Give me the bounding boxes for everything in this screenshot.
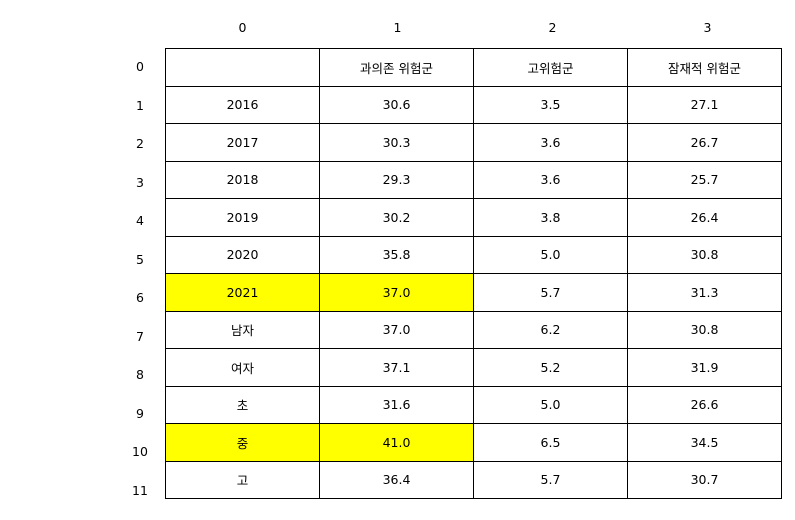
column-header-1: 1: [393, 20, 402, 35]
column-header-0: 0: [238, 20, 247, 35]
table-cell-6-3: 31.3: [627, 273, 782, 312]
table-cell-9-1: 31.6: [319, 385, 474, 424]
table-cell-7-3: 30.8: [627, 310, 782, 349]
table-cell-10-2: 6.5: [473, 423, 628, 462]
table-row: 중 41.0 6.5 34.5: [165, 423, 782, 462]
table-cell-6-0: 2021: [165, 273, 320, 312]
table-cell-11-1: 36.4: [319, 460, 474, 499]
row-header-5: 5: [136, 251, 144, 267]
table-cell-7-0: 남자: [165, 310, 320, 349]
table-cell-8-0: 여자: [165, 348, 320, 387]
table-cell-3-2: 3.6: [473, 160, 628, 199]
table-cell-5-2: 5.0: [473, 235, 628, 274]
table-cell-0-2: 고위험군: [473, 48, 628, 87]
row-header-8: 8: [136, 367, 144, 382]
table-cell-8-1: 37.1: [319, 348, 474, 387]
table-cell-3-3: 25.7: [627, 160, 782, 199]
table-cell-1-2: 3.5: [473, 85, 628, 124]
row-header-1: 1: [136, 97, 144, 113]
table-cell-7-2: 6.2: [473, 310, 628, 349]
table-row: 여자 37.1 5.2 31.9: [165, 348, 782, 387]
table-row: 초 31.6 5.0 26.6: [165, 385, 782, 424]
table-row: 과의존 위험군 고위험군 잠재적 위험군: [165, 48, 782, 87]
table-cell-1-3: 27.1: [627, 85, 782, 124]
row-header-3: 3: [136, 174, 144, 190]
table-cell-10-0: 중: [165, 423, 320, 462]
table-cell-6-2: 5.7: [473, 273, 628, 312]
table-cell-11-2: 5.7: [473, 460, 628, 499]
table-cell-3-1: 29.3: [319, 160, 474, 199]
column-header-3: 3: [703, 20, 712, 35]
table-cell-2-0: 2017: [165, 123, 320, 162]
table-row: 2021 37.0 5.7 31.3: [165, 273, 782, 312]
table-cell-0-3: 잠재적 위험군: [627, 48, 782, 87]
table-cell-10-3: 34.5: [627, 423, 782, 462]
table-cell-6-1: 37.0: [319, 273, 474, 312]
table-row: 2019 30.2 3.8 26.4: [165, 198, 782, 237]
table-cell-2-2: 3.6: [473, 123, 628, 162]
table-row: 고 36.4 5.7 30.7: [165, 460, 782, 499]
row-header-4: 4: [136, 213, 144, 228]
table-cell-7-1: 37.0: [319, 310, 474, 349]
row-header-6: 6: [136, 290, 144, 305]
table-cell-9-2: 5.0: [473, 385, 628, 424]
row-header-2: 2: [136, 136, 144, 151]
table-cell-1-1: 30.6: [319, 85, 474, 124]
table-cell-4-0: 2019: [165, 198, 320, 237]
data-table: 과의존 위험군 고위험군 잠재적 위험군 2016 30.6 3.5 27.1 2017 30.…: [165, 48, 782, 499]
table-row: 2016 30.6 3.5 27.1: [165, 85, 782, 124]
table-cell-11-3: 30.7: [627, 460, 782, 499]
table-cell-8-3: 31.9: [627, 348, 782, 387]
table-cell-0-0: [165, 48, 320, 87]
table-cell-0-1: 과의존 위험군: [319, 48, 474, 87]
table-cell-2-3: 26.7: [627, 123, 782, 162]
row-header-11: 11: [132, 482, 148, 498]
table-cell-4-1: 30.2: [319, 198, 474, 237]
table-cell-4-2: 3.8: [473, 198, 628, 237]
table-cell-5-1: 35.8: [319, 235, 474, 274]
table-cell-2-1: 30.3: [319, 123, 474, 162]
table-row: 2018 29.3 3.6 25.7: [165, 160, 782, 199]
table-row: 남자 37.0 6.2 30.8: [165, 310, 782, 349]
table-row: 2017 30.3 3.6 26.7: [165, 123, 782, 162]
table-cell-1-0: 2016: [165, 85, 320, 124]
row-header-7: 7: [136, 328, 144, 344]
table-cell-9-0: 초: [165, 385, 320, 424]
table-cell-5-3: 30.8: [627, 235, 782, 274]
table-cell-8-2: 5.2: [473, 348, 628, 387]
table-cell-4-3: 26.4: [627, 198, 782, 237]
table-cell-9-3: 26.6: [627, 385, 782, 424]
row-header-10: 10: [132, 444, 148, 459]
table-cell-3-0: 2018: [165, 160, 320, 199]
table-cell-11-0: 고: [165, 460, 320, 499]
column-header-2: 2: [548, 20, 557, 35]
table-row: 2020 35.8 5.0 30.8: [165, 235, 782, 274]
table-cell-10-1: 41.0: [319, 423, 474, 462]
row-header-0: 0: [136, 59, 144, 74]
table-cell-5-0: 2020: [165, 235, 320, 274]
row-header-9: 9: [136, 405, 144, 421]
